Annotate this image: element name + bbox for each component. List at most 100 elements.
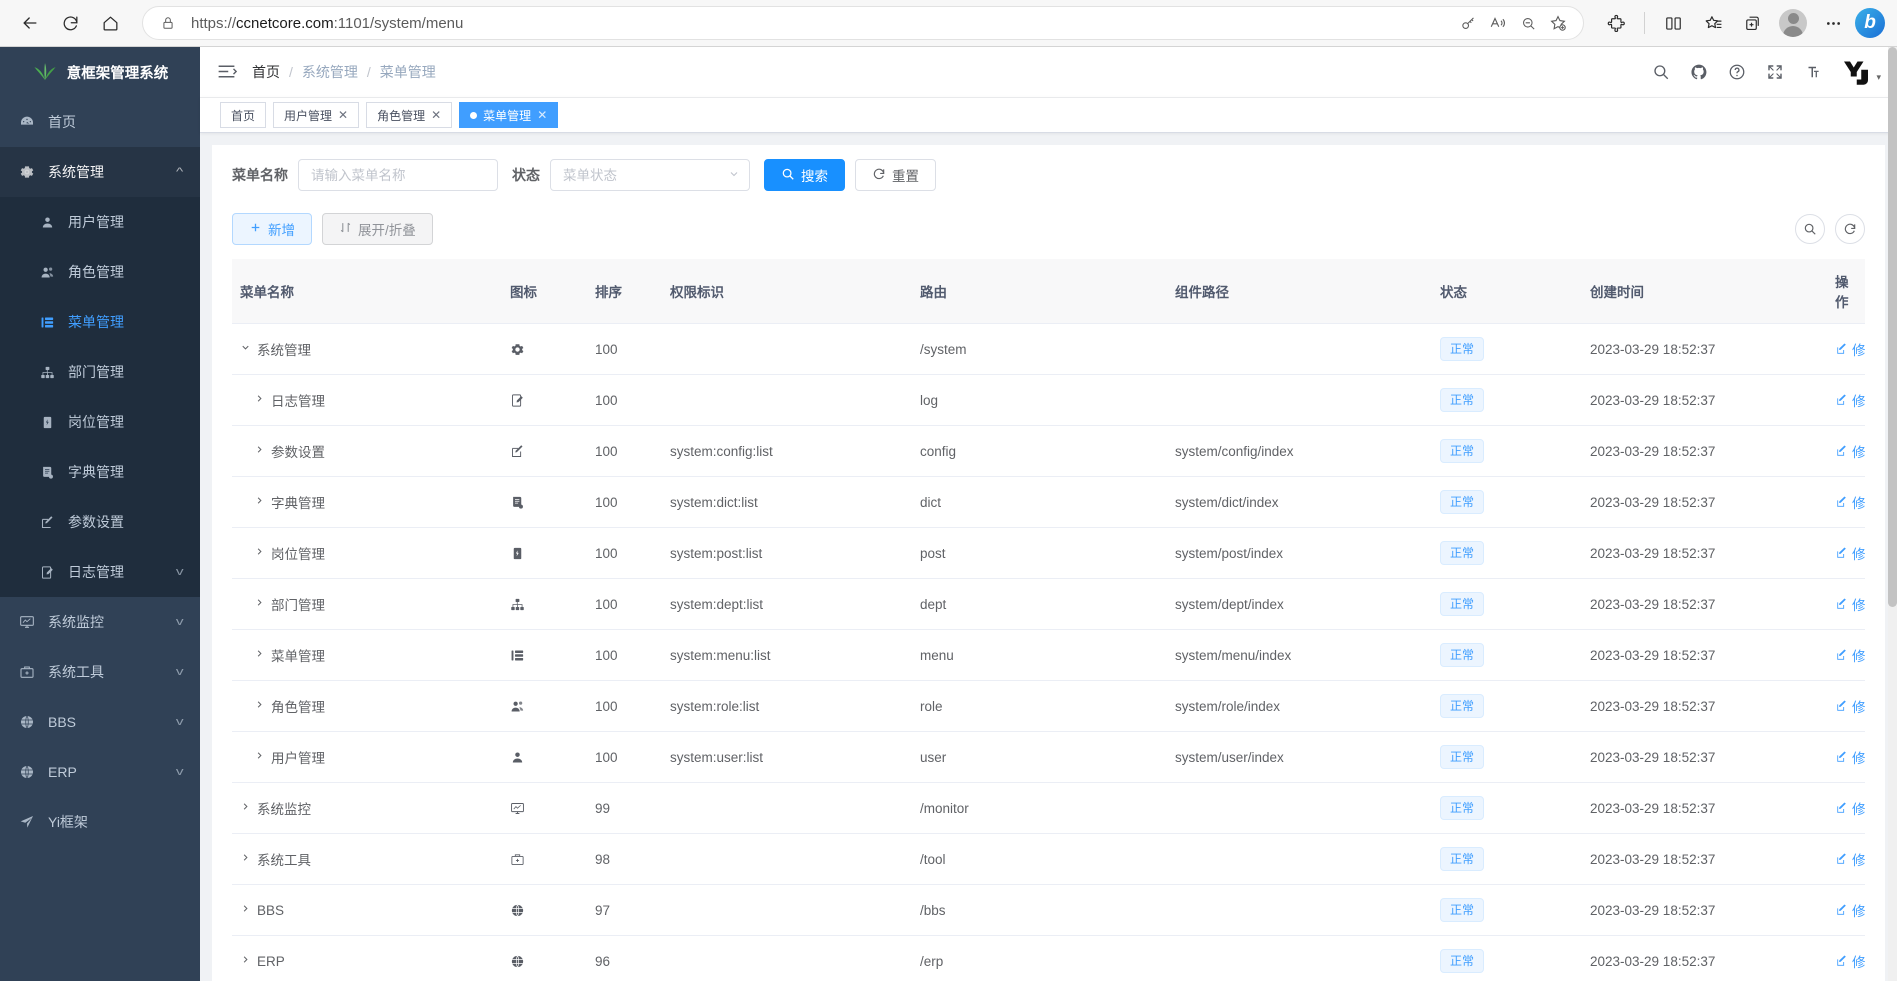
edit-action[interactable]: 修改 [1835, 594, 1865, 614]
chevron-up-icon: ^ [175, 166, 184, 178]
tab-user-management[interactable]: 用户管理 ✕ [273, 102, 360, 128]
settings-more-icon[interactable] [1815, 5, 1851, 41]
sidebar-item-posts[interactable]: 岗位管理 [0, 397, 200, 447]
chevron-right-icon[interactable] [254, 699, 264, 713]
sidebar-item-depts[interactable]: 部门管理 [0, 347, 200, 397]
chevron-right-icon[interactable] [254, 495, 264, 509]
key-icon[interactable] [1453, 9, 1483, 37]
reset-button[interactable]: 重置 [855, 159, 936, 191]
edit-action[interactable]: 修改 [1835, 645, 1865, 665]
sidebar-item-users[interactable]: 用户管理 [0, 197, 200, 247]
cell-route: /erp [912, 935, 1167, 981]
table-row[interactable]: 用户管理 100 system:user:list user system/user/i… [232, 731, 1865, 783]
user-menu[interactable]: ▾ [1841, 58, 1881, 86]
font-size-icon[interactable] [1803, 62, 1823, 82]
edit-action[interactable]: 修改 [1835, 390, 1865, 410]
favorites-icon[interactable] [1695, 5, 1731, 41]
table-row[interactable]: 部门管理 100 system:dept:list dept system/dept/i… [232, 578, 1865, 630]
sidebar-item-menus[interactable]: 菜单管理 [0, 297, 200, 347]
close-icon[interactable]: ✕ [338, 108, 349, 122]
row-actions: 修改新增删除 [1835, 798, 1865, 818]
sidebar-item-home[interactable]: 首页 [0, 97, 200, 147]
chevron-right-icon[interactable] [254, 393, 264, 407]
sidebar-item-roles[interactable]: 角色管理 [0, 247, 200, 297]
edit-action[interactable]: 修改 [1835, 900, 1865, 920]
tab-menu-management[interactable]: 菜单管理 ✕ [459, 102, 559, 128]
chevron-right-icon[interactable] [240, 852, 250, 866]
edit-action[interactable]: 修改 [1835, 492, 1865, 512]
read-aloud-icon[interactable] [1483, 9, 1513, 37]
back-arrow-icon[interactable] [12, 5, 48, 41]
edit-action[interactable]: 修改 [1835, 696, 1865, 716]
chevron-right-icon[interactable] [254, 444, 264, 458]
chevron-down-icon[interactable] [240, 342, 250, 356]
edit-action[interactable]: 修改 [1835, 798, 1865, 818]
edit-action[interactable]: 修改 [1835, 543, 1865, 563]
help-icon[interactable] [1727, 62, 1747, 82]
github-icon[interactable] [1689, 62, 1709, 82]
search-button[interactable]: 搜索 [764, 159, 845, 191]
table-row[interactable]: 系统管理 100/system 正常 2023-03-29 18:52:37 修改新增删… [232, 323, 1865, 375]
sidebar-item-yi[interactable]: Yi框架 [0, 797, 200, 847]
chevron-right-icon[interactable] [240, 801, 250, 815]
edit-action[interactable]: 修改 [1835, 339, 1865, 359]
chevron-right-icon[interactable] [240, 954, 250, 968]
search-icon[interactable] [1651, 62, 1671, 82]
sidebar-item-monitor[interactable]: 系统监控 v [0, 597, 200, 647]
extensions-icon[interactable] [1598, 5, 1634, 41]
sidebar-item-config[interactable]: 参数设置 [0, 497, 200, 547]
sidebar-item-dicts[interactable]: 字典管理 [0, 447, 200, 497]
fullscreen-icon[interactable] [1765, 62, 1785, 82]
add-button[interactable]: 新增 [232, 213, 312, 245]
bing-copilot-icon[interactable]: b [1855, 8, 1885, 38]
table-row[interactable]: 参数设置 100 system:config:list config system/co… [232, 425, 1865, 477]
chevron-right-icon[interactable] [240, 903, 250, 917]
table-row[interactable]: 日志管理 100 log 正常 2023-03-29 18:52:37 修改新增删除 [232, 374, 1865, 426]
sidebar-item-logs[interactable]: 日志管理 v [0, 547, 200, 597]
sidebar-item-bbs[interactable]: BBS v [0, 697, 200, 747]
table-row[interactable]: ERP 96/erp 正常 2023-03-29 18:52:37 修改新增删除 [232, 935, 1865, 981]
table-row[interactable]: BBS 97/bbs 正常 2023-03-29 18:52:37 修改新增删除 [232, 884, 1865, 936]
hamburger-icon[interactable] [216, 61, 238, 83]
status-select[interactable] [550, 159, 750, 191]
close-icon[interactable]: ✕ [431, 108, 442, 122]
refresh-icon[interactable] [1835, 214, 1865, 244]
breadcrumb-item-system[interactable]: 系统管理 [301, 64, 358, 80]
reload-icon[interactable] [52, 5, 88, 41]
table-row[interactable]: 系统工具 98/tool 正常 2023-03-29 18:52:37 修改新增删除 [232, 833, 1865, 885]
home-icon[interactable] [92, 5, 128, 41]
scrollbar-thumb[interactable] [1888, 47, 1897, 607]
collections-icon[interactable] [1735, 5, 1771, 41]
zoom-out-icon[interactable] [1513, 9, 1543, 37]
add-favorite-icon[interactable] [1543, 9, 1573, 37]
sidebar-item-tools[interactable]: 系统工具 v [0, 647, 200, 697]
table-row[interactable]: 岗位管理 100 system:post:list post system/post/i… [232, 527, 1865, 579]
expand-collapse-button[interactable]: 展开/折叠 [322, 213, 433, 245]
chevron-right-icon[interactable] [254, 648, 264, 662]
table-row[interactable]: 系统监控 99/monitor 正常 2023-03-29 18:52:37 修改新增删… [232, 782, 1865, 834]
sidebar-item-erp[interactable]: ERP v [0, 747, 200, 797]
search-icon[interactable] [1795, 214, 1825, 244]
close-icon[interactable]: ✕ [537, 108, 548, 122]
address-bar[interactable]: https://ccnetcore.com:1101/system/menu [142, 6, 1584, 40]
page-scrollbar[interactable] [1888, 47, 1897, 981]
split-screen-icon[interactable] [1655, 5, 1691, 41]
menu-name-input[interactable] [298, 159, 498, 191]
sidebar-item-system[interactable]: 系统管理 ^ [0, 147, 200, 197]
edit-action[interactable]: 修改 [1835, 951, 1865, 971]
brand-logo[interactable]: 意框架管理系统 [0, 47, 200, 97]
table-row[interactable]: 菜单管理 100 system:menu:list menu system/menu/i… [232, 629, 1865, 681]
tab-home[interactable]: 首页 [220, 102, 267, 128]
chevron-right-icon[interactable] [254, 546, 264, 560]
edit-action[interactable]: 修改 [1835, 849, 1865, 869]
chevron-right-icon[interactable] [254, 750, 264, 764]
table-body: 系统管理 100/system 正常 2023-03-29 18:52:37 修改新增删… [232, 323, 1865, 981]
profile-avatar[interactable] [1779, 9, 1807, 37]
table-row[interactable]: 角色管理 100 system:role:list role system/role/i… [232, 680, 1865, 732]
tab-role-management[interactable]: 角色管理 ✕ [366, 102, 453, 128]
edit-action[interactable]: 修改 [1835, 441, 1865, 461]
table-row[interactable]: 字典管理 100 system:dict:list dict system/dict/i… [232, 476, 1865, 528]
breadcrumb-item-home[interactable]: 首页 [252, 64, 280, 80]
edit-action[interactable]: 修改 [1835, 747, 1865, 767]
chevron-right-icon[interactable] [254, 597, 264, 611]
